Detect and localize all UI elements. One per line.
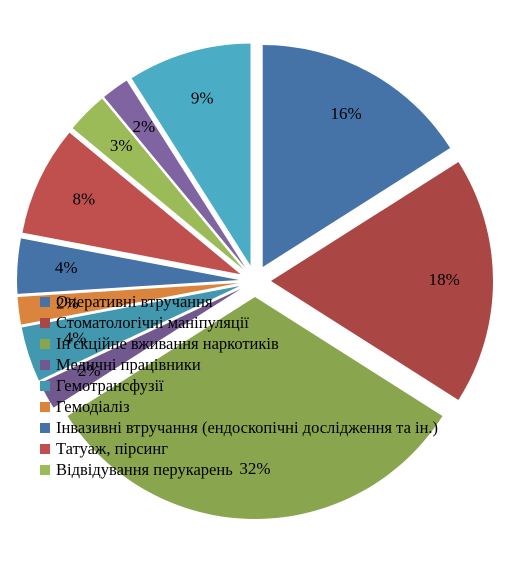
pie-slice [271, 162, 493, 400]
legend-item: Гемодіаліз [40, 396, 438, 417]
legend-swatch [40, 422, 50, 433]
chart-legend: Оперативні втручання Стоматологічні мані… [40, 291, 438, 480]
legend-item: Відвідування перукарень [40, 459, 438, 480]
legend-label: Ін'єкційне вживання наркотиків [56, 334, 279, 353]
pie-slice [22, 132, 241, 275]
pie-slice [17, 238, 240, 294]
slice-percent-label: 32% [239, 459, 270, 478]
pie-slice [67, 297, 443, 520]
legend-item: Стоматологічні маніпуляції [40, 312, 438, 333]
legend-item: Татуаж, пірсинг [40, 438, 438, 459]
legend-swatch [40, 443, 50, 454]
slice-percent-label: 2% [78, 361, 101, 380]
percent-labels: 16%18%32%2%4%2%4%8%3%2%9% [55, 88, 460, 478]
slice-percent-label: 4% [64, 328, 87, 347]
legend-label: Стоматологічні маніпуляції [56, 313, 249, 332]
legend-label: Татуаж, пірсинг [56, 439, 168, 458]
legend-item: Ін'єкційне вживання наркотиків [40, 333, 438, 354]
legend-swatch [40, 359, 50, 370]
legend-item: Медичні працівники [40, 354, 438, 375]
slice-percent-label: 16% [331, 104, 362, 123]
legend-item: Інвазивні втручання (ендоскопічні дослід… [40, 417, 438, 438]
legend-label: Гемодіаліз [56, 397, 130, 416]
legend-swatch [40, 317, 50, 328]
legend-swatch [40, 401, 50, 412]
pie-slice [17, 283, 240, 325]
legend-swatch [40, 296, 50, 307]
legend-swatch [40, 338, 50, 349]
slice-percent-label: 3% [110, 136, 133, 155]
pie-slice [104, 80, 246, 269]
pie-slice [72, 98, 244, 270]
slice-percent-label: 2% [56, 294, 79, 313]
pie-slice [131, 43, 251, 266]
legend-label: Оперативні втручання [56, 292, 213, 311]
legend-swatch [40, 380, 50, 391]
slice-percent-label: 9% [191, 88, 214, 107]
legend-label: Гемотрансфузії [56, 376, 164, 395]
legend-item: Гемотрансфузії [40, 375, 438, 396]
pie-slices [17, 43, 493, 520]
legend-label: Медичні працівники [56, 355, 201, 374]
legend-item: Оперативні втручання [40, 291, 438, 312]
legend-label: Відвідування перукарень [56, 460, 233, 479]
pie-slice [21, 285, 240, 381]
pie-slice [262, 44, 451, 267]
slice-percent-label: 2% [132, 117, 155, 136]
legend-swatch [40, 464, 50, 475]
legend-label: Інвазивні втручання (ендоскопічні дослід… [56, 418, 439, 437]
slice-percent-label: 4% [55, 258, 78, 277]
slice-percent-label: 8% [73, 189, 96, 208]
slice-percent-label: 18% [429, 270, 460, 289]
pie-slice [40, 288, 241, 408]
